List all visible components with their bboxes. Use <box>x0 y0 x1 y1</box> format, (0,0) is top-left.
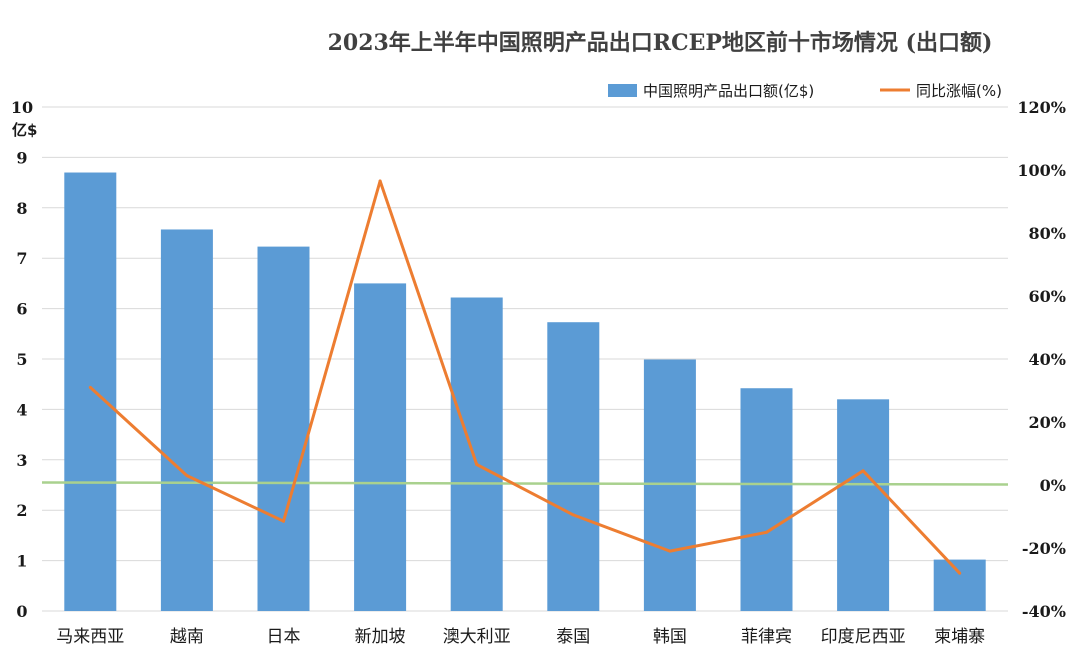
x-axis: 马来西亚 越南 日本 新加坡 澳大利亚 泰国 韩国 菲律宾 印度尼西亚 柬埔寨 <box>56 627 985 647</box>
x-tick-label: 柬埔寨 <box>934 627 985 647</box>
x-tick-label: 菲律宾 <box>741 627 792 647</box>
line-series <box>88 179 962 575</box>
x-tick-label: 新加坡 <box>355 627 406 647</box>
bar <box>160 229 213 612</box>
y2-tick-label: 0% <box>1040 476 1066 495</box>
legend-line-label: 同比涨幅(%) <box>916 82 1002 100</box>
y-axis-left: 0 1 2 3 4 5 6 7 8 9 10 <box>11 98 33 621</box>
bar <box>547 322 600 611</box>
y-tick-label: 3 <box>16 451 27 470</box>
y2-tick-label: 40% <box>1029 350 1066 369</box>
line-point <box>475 463 479 467</box>
x-tick-label: 泰国 <box>556 627 590 647</box>
y-tick-label: 2 <box>16 501 27 520</box>
line-point <box>88 385 92 389</box>
y-tick-label: 0 <box>16 602 27 621</box>
y-tick-label: 7 <box>16 249 27 268</box>
x-tick-label: 日本 <box>267 627 301 647</box>
line-point <box>765 530 768 534</box>
bar <box>450 297 503 611</box>
bar <box>643 359 696 611</box>
line-point <box>958 571 962 575</box>
y-axis-right: -40% -20% 0% 20% 40% 60% 80% 100% 120% <box>1017 98 1066 621</box>
line-point <box>282 519 285 523</box>
y-axis-unit-label: 亿$ <box>12 121 37 139</box>
bar <box>354 283 407 611</box>
legend-bar-label: 中国照明产品出口额(亿$) <box>643 82 814 100</box>
line-point <box>571 513 575 517</box>
y-tick-label: 8 <box>16 199 27 218</box>
y2-tick-label: 120% <box>1017 98 1066 117</box>
bar-series <box>64 172 986 612</box>
line-point <box>378 179 382 183</box>
y-tick-label: 5 <box>16 350 27 369</box>
y2-tick-label: 100% <box>1017 161 1066 180</box>
line-path <box>89 179 961 575</box>
bar <box>837 399 890 611</box>
bar <box>933 559 986 611</box>
y2-tick-label: -40% <box>1022 602 1066 621</box>
x-tick-label: 马来西亚 <box>56 627 124 647</box>
x-tick-label: 印度尼西亚 <box>821 627 906 647</box>
y-tick-label: 4 <box>16 400 27 419</box>
bar <box>257 246 310 611</box>
chart-title: 2023年上半年中国照明产品出口RCEP地区前十市场情况 (出口额) <box>328 30 993 56</box>
line-point <box>185 474 189 478</box>
y-tick-label: 9 <box>16 148 27 167</box>
x-tick-label: 澳大利亚 <box>443 627 511 647</box>
bar <box>740 388 793 611</box>
y-tick-label: 1 <box>16 552 27 571</box>
bar <box>64 172 117 611</box>
x-tick-label: 韩国 <box>653 627 687 647</box>
y2-tick-label: -20% <box>1022 539 1066 558</box>
line-point <box>668 549 672 553</box>
legend-bar-swatch <box>608 84 637 97</box>
x-tick-label: 越南 <box>170 627 204 647</box>
y-tick-label: 6 <box>16 300 27 319</box>
y2-tick-label: 60% <box>1029 287 1066 306</box>
line-point <box>861 469 865 473</box>
y2-tick-label: 20% <box>1029 413 1066 432</box>
legend: 中国照明产品出口额(亿$) 同比涨幅(%) <box>608 82 1002 100</box>
y-tick-label: 10 <box>11 98 33 117</box>
y2-tick-label: 80% <box>1029 224 1066 243</box>
